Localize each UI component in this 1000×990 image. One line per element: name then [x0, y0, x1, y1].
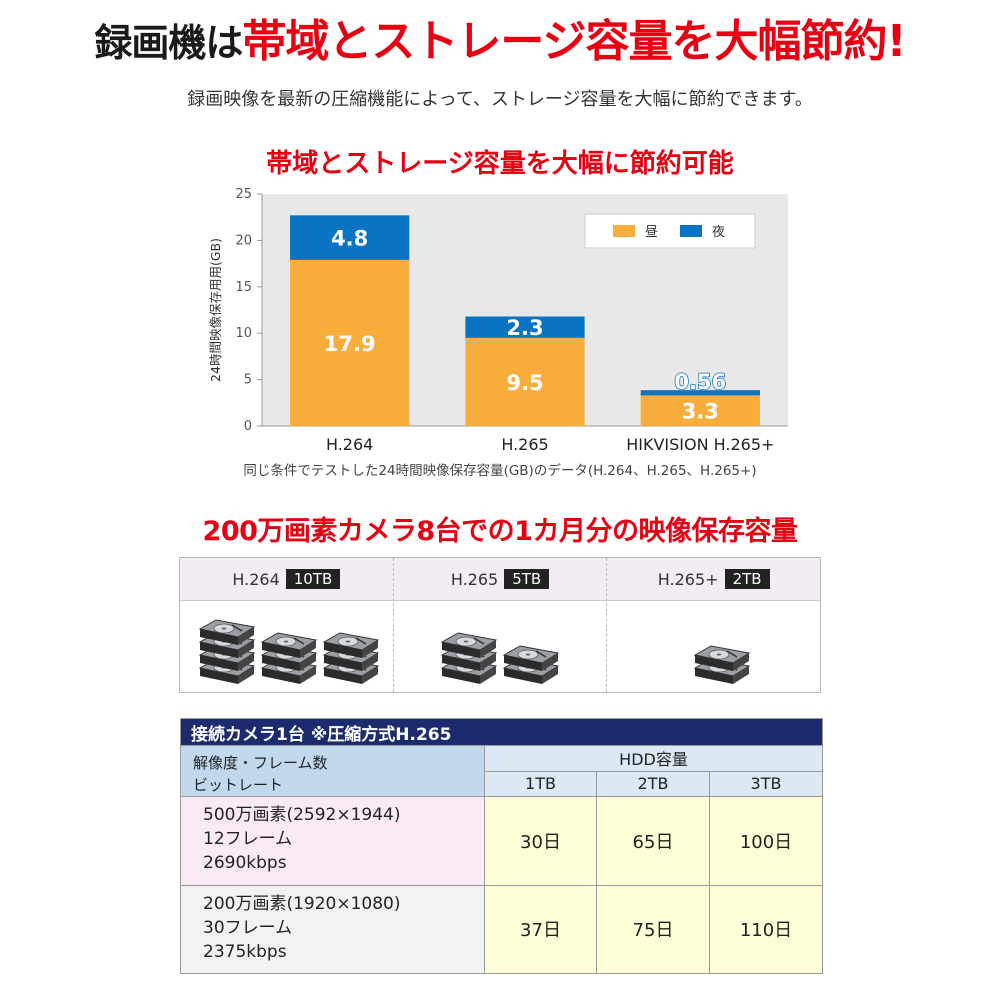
size-2tb: 2TB: [596, 770, 710, 797]
hdd-column-h265plus: H.265+ 2TB: [606, 558, 821, 693]
hdd-stack: [198, 619, 256, 685]
bar-segment-day: [290, 259, 410, 426]
data-label: 17.9: [324, 332, 376, 356]
spec-bitrate: 2690kbps: [203, 853, 287, 873]
bar-segment-night: [640, 390, 760, 396]
legend-swatch-night: [680, 225, 702, 237]
y-ticks: 0 5 10 15 20 25: [235, 187, 262, 434]
size-tag: 10TB: [285, 569, 341, 589]
bar-segment-day: [465, 337, 585, 426]
legend: 昼 夜: [584, 213, 756, 249]
y-tick-label: 15: [235, 280, 252, 295]
bar-segment-night: [465, 316, 585, 338]
spec-frames: 12フレーム: [203, 829, 293, 849]
chart-title: 帯域とストレージ容量を大幅に節約可能: [266, 149, 734, 179]
hdd-stack: [260, 632, 318, 685]
hdd-column-header: H.264 10TB: [180, 558, 393, 601]
hdd-drive-area: [180, 601, 393, 693]
hdd-capacity-header: HDD容量: [483, 745, 824, 772]
hdd-column-header: H.265+ 2TB: [607, 558, 821, 601]
headline-exclaim: !: [886, 16, 907, 67]
days-cell: 37日: [484, 884, 597, 974]
stacked-bar-chart: 0 5 10 15 20 25 17.9 4.8 9.5 2.3 3.3 0.56 H.264 H.2…: [180, 180, 820, 460]
data-label: 9.5: [506, 371, 543, 395]
hard-drive-icon: [198, 619, 256, 646]
spec-bitrate: 2375kbps: [203, 941, 287, 962]
spec-resolution: 200万画素(1920×1080): [203, 893, 401, 914]
hdd-comparison-panel: H.264 10TB H.265 5TB H.265+ 2TB: [179, 557, 821, 693]
data-label: 2.3: [506, 316, 543, 340]
legend-box: [584, 213, 756, 249]
bars: 17.9 4.8 9.5 2.3 3.3 0.56: [290, 215, 760, 426]
data-label: 4.8: [331, 227, 368, 251]
y-tick-label: 20: [235, 233, 252, 248]
spec-cell: 500万画素(2592×1944) 12フレーム 2690kbps: [180, 796, 485, 886]
table-row: 500万画素(2592×1944) 12フレーム 2690kbps 30日 65…: [180, 796, 824, 886]
size-tag: 2TB: [724, 569, 770, 589]
data-label: 3.3: [682, 400, 719, 424]
hdd-drive-area: [607, 601, 820, 693]
days-cell: 110日: [708, 884, 824, 974]
codec-label: H.265: [450, 569, 499, 589]
row-header-line2: ビットレート: [193, 776, 284, 794]
codec-label: H.265+: [657, 569, 719, 589]
codec-label: H.264: [232, 569, 280, 589]
hdd-column-h265: H.265 5TB: [392, 558, 607, 693]
hdd-stack: [693, 645, 751, 685]
capacity-table: 接続カメラ1台 ※圧縮方式H.265 解像度・フレーム数 ビットレート HDD容…: [179, 718, 824, 974]
hdd-drive-area: [394, 601, 607, 693]
days-cell: 65日: [596, 796, 710, 886]
x-tick-label: H.264: [326, 435, 373, 454]
legend-label-day: 昼: [645, 225, 658, 240]
hard-drive-icon: [322, 632, 380, 659]
hdd-stack: [440, 632, 498, 685]
hdd-stack: [502, 645, 560, 685]
hard-drive-icon: [502, 645, 560, 672]
spec-resolution: 500万画素(2592×1944): [203, 805, 401, 825]
data-label: 0.56: [674, 370, 726, 394]
storage-section-title: 200万画素カメラ8台での1カ月分の映像保存容量: [202, 516, 798, 547]
bar-segment-night: [290, 215, 410, 260]
y-tick-label: 5: [244, 373, 252, 388]
spec-frames: 30フレーム: [203, 917, 293, 938]
table-row: 200万画素(1920×1080) 30フレーム 2375kbps 37日 75…: [180, 884, 824, 974]
subline: 録画映像を最新の圧縮機能によって、ストレージ容量を大幅に節約できます。: [187, 89, 813, 110]
y-axis-label: 24時間映像保存用用(GB): [208, 238, 223, 382]
headline: 録画機は帯域とストレージ容量を大幅節約!: [0, 14, 1000, 71]
days-cell: 30日: [484, 796, 597, 886]
y-tick-label: 0: [244, 419, 252, 434]
y-tick-label: 25: [235, 187, 252, 202]
table-caption: 接続カメラ1台 ※圧縮方式H.265: [179, 718, 824, 746]
hard-drive-icon: [260, 632, 318, 659]
bar-segment-day: [640, 395, 760, 426]
chart-caption: 同じ条件でテストした24時間映像保存容量(GB)のデータ(H.264、H.265…: [243, 463, 757, 479]
legend-swatch-day: [613, 225, 635, 237]
hdd-column-h264: H.264 10TB: [180, 558, 393, 692]
days-cell: 75日: [596, 884, 710, 974]
row-header-line1: 解像度・フレーム数: [193, 754, 328, 772]
hdd-column-header: H.265 5TB: [393, 558, 607, 601]
legend-label-night: 夜: [712, 225, 725, 240]
y-tick-label: 10: [235, 326, 252, 341]
row-header-cell: 解像度・フレーム数 ビットレート: [180, 745, 485, 797]
days-cell: 100日: [708, 796, 824, 886]
headline-emphasis: 帯域とストレージ容量を大幅節約: [242, 16, 887, 67]
headline-lead: 録画機は: [94, 21, 243, 65]
size-3tb: 3TB: [708, 770, 824, 797]
hdd-stack: [322, 632, 380, 685]
x-tick-labels: H.264 H.265 HIKVISION H.265+: [326, 435, 774, 454]
size-tag: 5TB: [504, 569, 550, 589]
hard-drive-icon: [693, 645, 751, 672]
hard-drive-icon: [440, 632, 498, 659]
x-tick-label: H.265: [501, 435, 548, 454]
x-tick-label: HIKVISION H.265+: [626, 435, 774, 454]
spec-cell: 200万画素(1920×1080) 30フレーム 2375kbps: [180, 884, 485, 974]
size-1tb: 1TB: [484, 770, 597, 797]
